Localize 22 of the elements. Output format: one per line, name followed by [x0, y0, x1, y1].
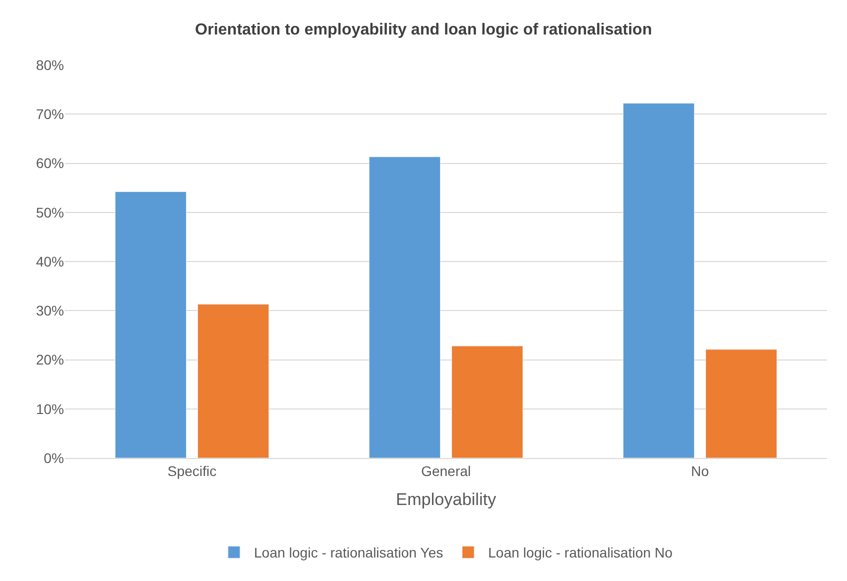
y-tick-label: 20%: [36, 352, 64, 368]
y-tick-label: 40%: [36, 253, 64, 270]
y-tick-label: 0%: [44, 450, 64, 466]
bar: [197, 304, 270, 458]
x-tick-label: General: [421, 462, 471, 479]
y-tick-label: 10%: [36, 400, 64, 417]
chart-title: Orientation to employability and loan logic of rationalisation: [195, 21, 652, 38]
y-tick-label: 30%: [36, 302, 64, 319]
bar: [368, 156, 441, 458]
x-axis-title: Employability: [396, 490, 497, 510]
legend-label: Loan logic - rationalisation No: [488, 544, 673, 561]
bar: [451, 346, 524, 458]
y-tick-label: 60%: [36, 155, 64, 172]
y-tick-label: 70%: [36, 106, 64, 122]
bar: [622, 103, 695, 458]
y-tick-label: 50%: [36, 204, 64, 220]
x-tick-label: Specific: [167, 462, 217, 479]
bar: [705, 349, 778, 458]
legend-label: Loan logic - rationalisation Yes: [254, 544, 444, 561]
bar: [114, 191, 187, 458]
y-tick-label: 80%: [36, 56, 64, 73]
x-tick-label: No: [691, 462, 710, 479]
